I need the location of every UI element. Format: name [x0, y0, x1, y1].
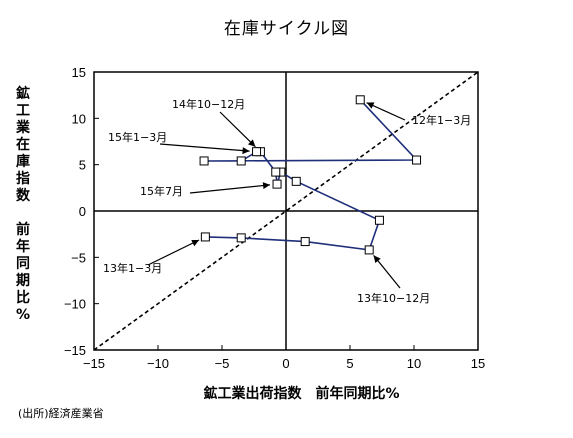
annotation-arrow	[159, 143, 250, 152]
y-axis-label-char: %	[15, 307, 31, 323]
y-axis-label-char: 指	[16, 171, 30, 187]
annotation-label: 13年1−3月	[103, 261, 162, 275]
annotation-label: 13年10−12月	[357, 291, 430, 305]
annotation-arrowhead	[242, 147, 250, 155]
x-tick-label: −15	[83, 356, 105, 371]
y-axis-label-char: 工	[16, 103, 30, 119]
data-point-marker	[236, 233, 246, 243]
diagonal-reference-line	[93, 71, 479, 351]
data-point-marker	[271, 167, 281, 177]
source-note: (出所)経済産業省	[18, 407, 104, 420]
annotation-arrow	[189, 184, 271, 194]
series-line	[204, 99, 419, 251]
y-axis-label-char: 期	[16, 273, 30, 289]
annotation-arrow	[147, 239, 200, 266]
x-tick-label: 15	[471, 356, 485, 371]
annotation-label: 15年7月	[140, 184, 183, 198]
y-axis-label-char: 数	[16, 188, 30, 204]
y-axis-label-char: 庫	[16, 154, 30, 170]
y-tick-label: 10	[72, 111, 86, 126]
annotation-arrowhead	[366, 102, 375, 109]
data-point-marker	[355, 95, 365, 105]
annotation-label: 15年1−3月	[108, 130, 167, 144]
annotation-arrowhead	[191, 239, 200, 247]
y-tick-label: −15	[64, 343, 86, 358]
annotation-arrow	[366, 102, 406, 121]
data-point-marker	[364, 245, 374, 255]
annotation-arrowhead	[373, 255, 381, 264]
y-axis-label-char: 在	[16, 137, 30, 153]
y-axis-label-char: 鉱	[16, 86, 30, 102]
y-axis-label-char: 年	[16, 239, 30, 255]
annotation-arrow	[219, 111, 256, 148]
x-tick-label: 5	[346, 356, 353, 371]
y-axis-label-char: 比	[16, 290, 30, 306]
y-tick-label: 5	[79, 158, 86, 173]
annotation-arrowhead	[247, 139, 256, 147]
data-point-marker	[412, 155, 422, 165]
data-point-marker	[300, 237, 310, 247]
x-tick-label: −10	[147, 356, 169, 371]
chart-title: 在庫サイクル図	[223, 19, 350, 39]
data-point-marker	[199, 156, 209, 166]
y-tick-label: 0	[79, 204, 86, 219]
data-point-marker	[236, 156, 246, 166]
data-point-marker	[291, 176, 301, 186]
annotation-label: 12年1−3月	[412, 113, 471, 127]
annotation-arrowhead	[262, 182, 271, 190]
annotation-label: 14年10−12月	[172, 97, 245, 111]
x-tick-label: 10	[407, 356, 421, 371]
data-point-marker	[200, 232, 210, 242]
x-tick-label: −5	[215, 356, 230, 371]
y-tick-label: −5	[71, 250, 86, 265]
data-point-marker	[272, 179, 282, 189]
data-point-marker	[374, 215, 384, 225]
y-axis-label-char: 同	[16, 256, 30, 272]
y-tick-label: 15	[72, 65, 86, 80]
y-axis-label-char: 業	[16, 120, 30, 136]
x-axis-label: 鉱工業出荷指数 前年同期比%	[203, 386, 400, 402]
x-tick-label: 0	[282, 356, 289, 371]
data-point-marker	[252, 147, 262, 157]
y-axis-label-char: 前	[16, 222, 30, 238]
y-axis-label: 鉱工業在庫指数 前年同期比%	[10, 86, 36, 324]
y-tick-label: −10	[64, 297, 86, 312]
